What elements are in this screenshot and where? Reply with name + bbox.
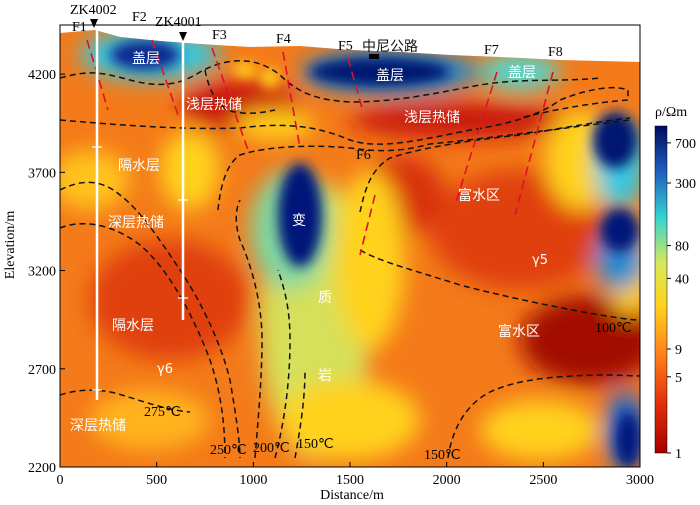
zone-label-altered-1: 变 [292,213,306,229]
borehole-zk4002-label: ZK4002 [70,3,117,18]
colorbar-tick-label: 300 [675,177,696,192]
y-tick-label: 2200 [28,461,56,476]
isotherm-labels: 275℃ 250℃ 200℃ 150℃ 150℃ 100℃ [144,321,632,463]
x-tick-label: 1000 [239,473,267,488]
zone-label-granite-g5: γ5 [532,253,548,268]
colorbar-tick-label: 40 [675,272,689,287]
road-label: 中尼公路 [362,39,418,55]
borehole-zk4001-marker [179,32,187,41]
zone-label-deep-reservoir-2: 深层热储 [70,418,126,434]
borehole-zk4001-label: ZK4001 [155,15,202,30]
zone-label-caprock-2: 盖层 [376,68,404,84]
fault-label-f3: F3 [212,28,227,43]
y-tick-label: 2700 [28,363,56,378]
zone-label-altered-2: 质 [318,290,332,306]
zone-label-aquitard-2: 隔水层 [112,318,154,334]
isotherm-label-250: 250℃ [210,443,247,458]
y-tick-label: 3200 [28,265,56,280]
y-axis-title: Elevation/m [3,211,18,280]
fault-label-f2: F2 [132,10,147,25]
isotherm-label-150-b: 150℃ [424,448,461,463]
road-marker [369,54,379,59]
boundary-lines [59,60,641,459]
zone-label-caprock-1: 盖层 [132,51,160,67]
x-tick-label: 0 [57,473,64,488]
x-tick-label: 3000 [626,473,654,488]
colorbar-tick-label: 80 [675,240,689,255]
isotherm-label-100: 100℃ [595,321,632,336]
colorbar-tick-label: 1 [675,447,682,462]
zone-label-altered-3: 岩 [318,368,332,384]
zone-label-deep-reservoir-1: 深层热储 [108,215,164,231]
colorbar-title: ρ/Ωm [655,105,687,120]
zone-label-granite-g6: γ6 [157,362,173,377]
zone-label-aquitard-1: 隔水层 [118,158,160,174]
zone-label-water-rich-1: 富水区 [458,187,500,204]
x-tick-label: 1500 [336,473,364,488]
colorbar: ρ/Ωm 1 5 9 40 80 300 700 [654,105,696,462]
y-tick-label: 4200 [28,68,56,83]
zone-label-shallow-reservoir-1: 浅层热储 [186,97,242,113]
fault-label-f7: F7 [484,43,499,58]
zone-label-water-rich-2: 富水区 [498,323,540,340]
isotherm-label-200: 200℃ [253,441,290,456]
colorbar-gradient [654,125,668,454]
colorbar-ticks: 1 5 9 40 80 300 700 [667,137,696,462]
fault-label-f4: F4 [276,32,291,47]
fault-labels: F1 F2 F3 F4 F5 F6 F7 F8 [72,10,563,163]
zone-labels: 盖层 盖层 盖层 浅层热储 浅层热储 隔水层 深层热储 隔水层 深层热储 变 质… [70,51,548,434]
x-tick-label: 2500 [529,473,557,488]
fault-label-f5: F5 [338,39,353,54]
borehole-zk4002-marker [90,19,98,28]
y-tick-label: 3700 [28,166,56,181]
zone-label-caprock-3: 盖层 [508,65,536,81]
boreholes: ZK4002 ZK4001 [70,3,202,400]
isotherm-label-275: 275℃ [144,405,181,420]
colorbar-tick-label: 5 [675,371,682,386]
isotherm-label-150-a: 150℃ [297,437,334,452]
fault-label-f6: F6 [356,148,371,163]
colorbar-tick-label: 700 [675,137,696,152]
fault-label-f8: F8 [548,45,563,60]
x-axis-title: Distance/m [320,488,384,503]
x-tick-label: 500 [146,473,167,488]
fault-label-f1: F1 [72,20,87,35]
zone-label-shallow-reservoir-2: 浅层热储 [404,110,460,126]
resistivity-field [60,30,640,467]
colorbar-tick-label: 9 [675,343,682,358]
x-tick-label: 2000 [433,473,461,488]
x-axis: 0 500 1000 1500 2000 2500 3000 [57,462,654,488]
y-axis: 2200 2700 3200 3700 4200 [28,68,65,476]
